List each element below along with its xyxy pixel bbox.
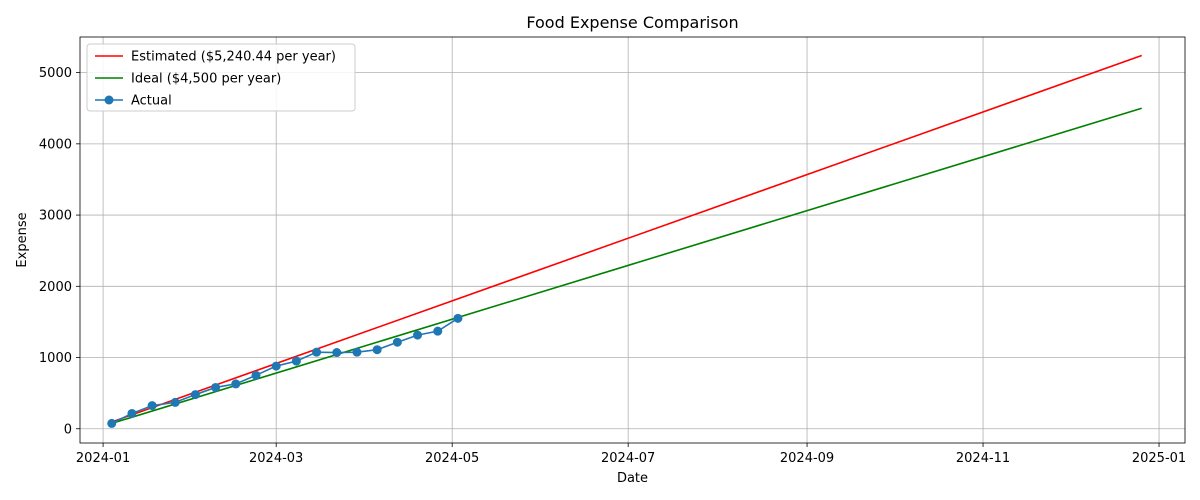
y-axis-label: Expense (15, 212, 30, 267)
grid (80, 37, 1185, 443)
x-tick-label: 2024-05 (425, 451, 479, 466)
data-point (271, 361, 281, 371)
legend-label: Estimated ($5,240.44 per year) (131, 50, 336, 65)
legend-marker (104, 95, 114, 105)
plot-frame (79, 36, 1186, 444)
x-axis-label: Date (617, 471, 648, 486)
data-point (291, 356, 301, 366)
y-tick-label: 0 (64, 422, 72, 437)
x-tick-label: 2024-09 (780, 451, 834, 466)
y-tick-label: 1000 (39, 351, 72, 366)
y-tick-label: 2000 (39, 280, 72, 295)
x-tick-label: 2024-07 (601, 451, 655, 466)
x-tick-label: 2024-03 (249, 451, 303, 466)
data-point (433, 326, 443, 336)
y-axis: 0 1000 2000 3000 4000 5000 (39, 66, 80, 437)
legend-label: Actual (131, 94, 172, 109)
x-axis: 2024-01 2024-03 2024-05 2024-07 2024-09 2024-… (76, 443, 1186, 466)
legend-box (86, 43, 356, 112)
legend: Estimated ($5,240.44 per year) Ideal ($4,… (86, 43, 356, 112)
data-point (453, 313, 463, 323)
legend-label: Ideal ($4,500 per year) (131, 72, 281, 87)
y-tick-label: 5000 (39, 66, 72, 81)
data-point (251, 370, 261, 380)
data-point (332, 348, 342, 358)
chart-title: Food Expense Comparison (526, 13, 738, 32)
series-line-1 (111, 107, 1142, 425)
data-point (352, 347, 362, 357)
x-tick-label: 2024-11 (956, 451, 1010, 466)
data-point (372, 345, 382, 355)
x-tick-label: 2024-01 (76, 451, 130, 466)
data-point (147, 401, 157, 411)
data-point (392, 337, 402, 347)
data-point (413, 330, 423, 340)
data-point (190, 390, 200, 400)
data-point (312, 347, 322, 357)
data-point (170, 397, 180, 407)
x-tick-label: 2025-01 (1132, 451, 1186, 466)
series-layer (107, 54, 1142, 428)
y-tick-label: 4000 (39, 137, 72, 152)
y-tick-label: 3000 (39, 209, 72, 224)
series-line-0 (111, 54, 1142, 423)
data-point (231, 379, 241, 389)
data-point (127, 408, 137, 418)
data-point (107, 418, 117, 428)
data-point (211, 382, 221, 392)
